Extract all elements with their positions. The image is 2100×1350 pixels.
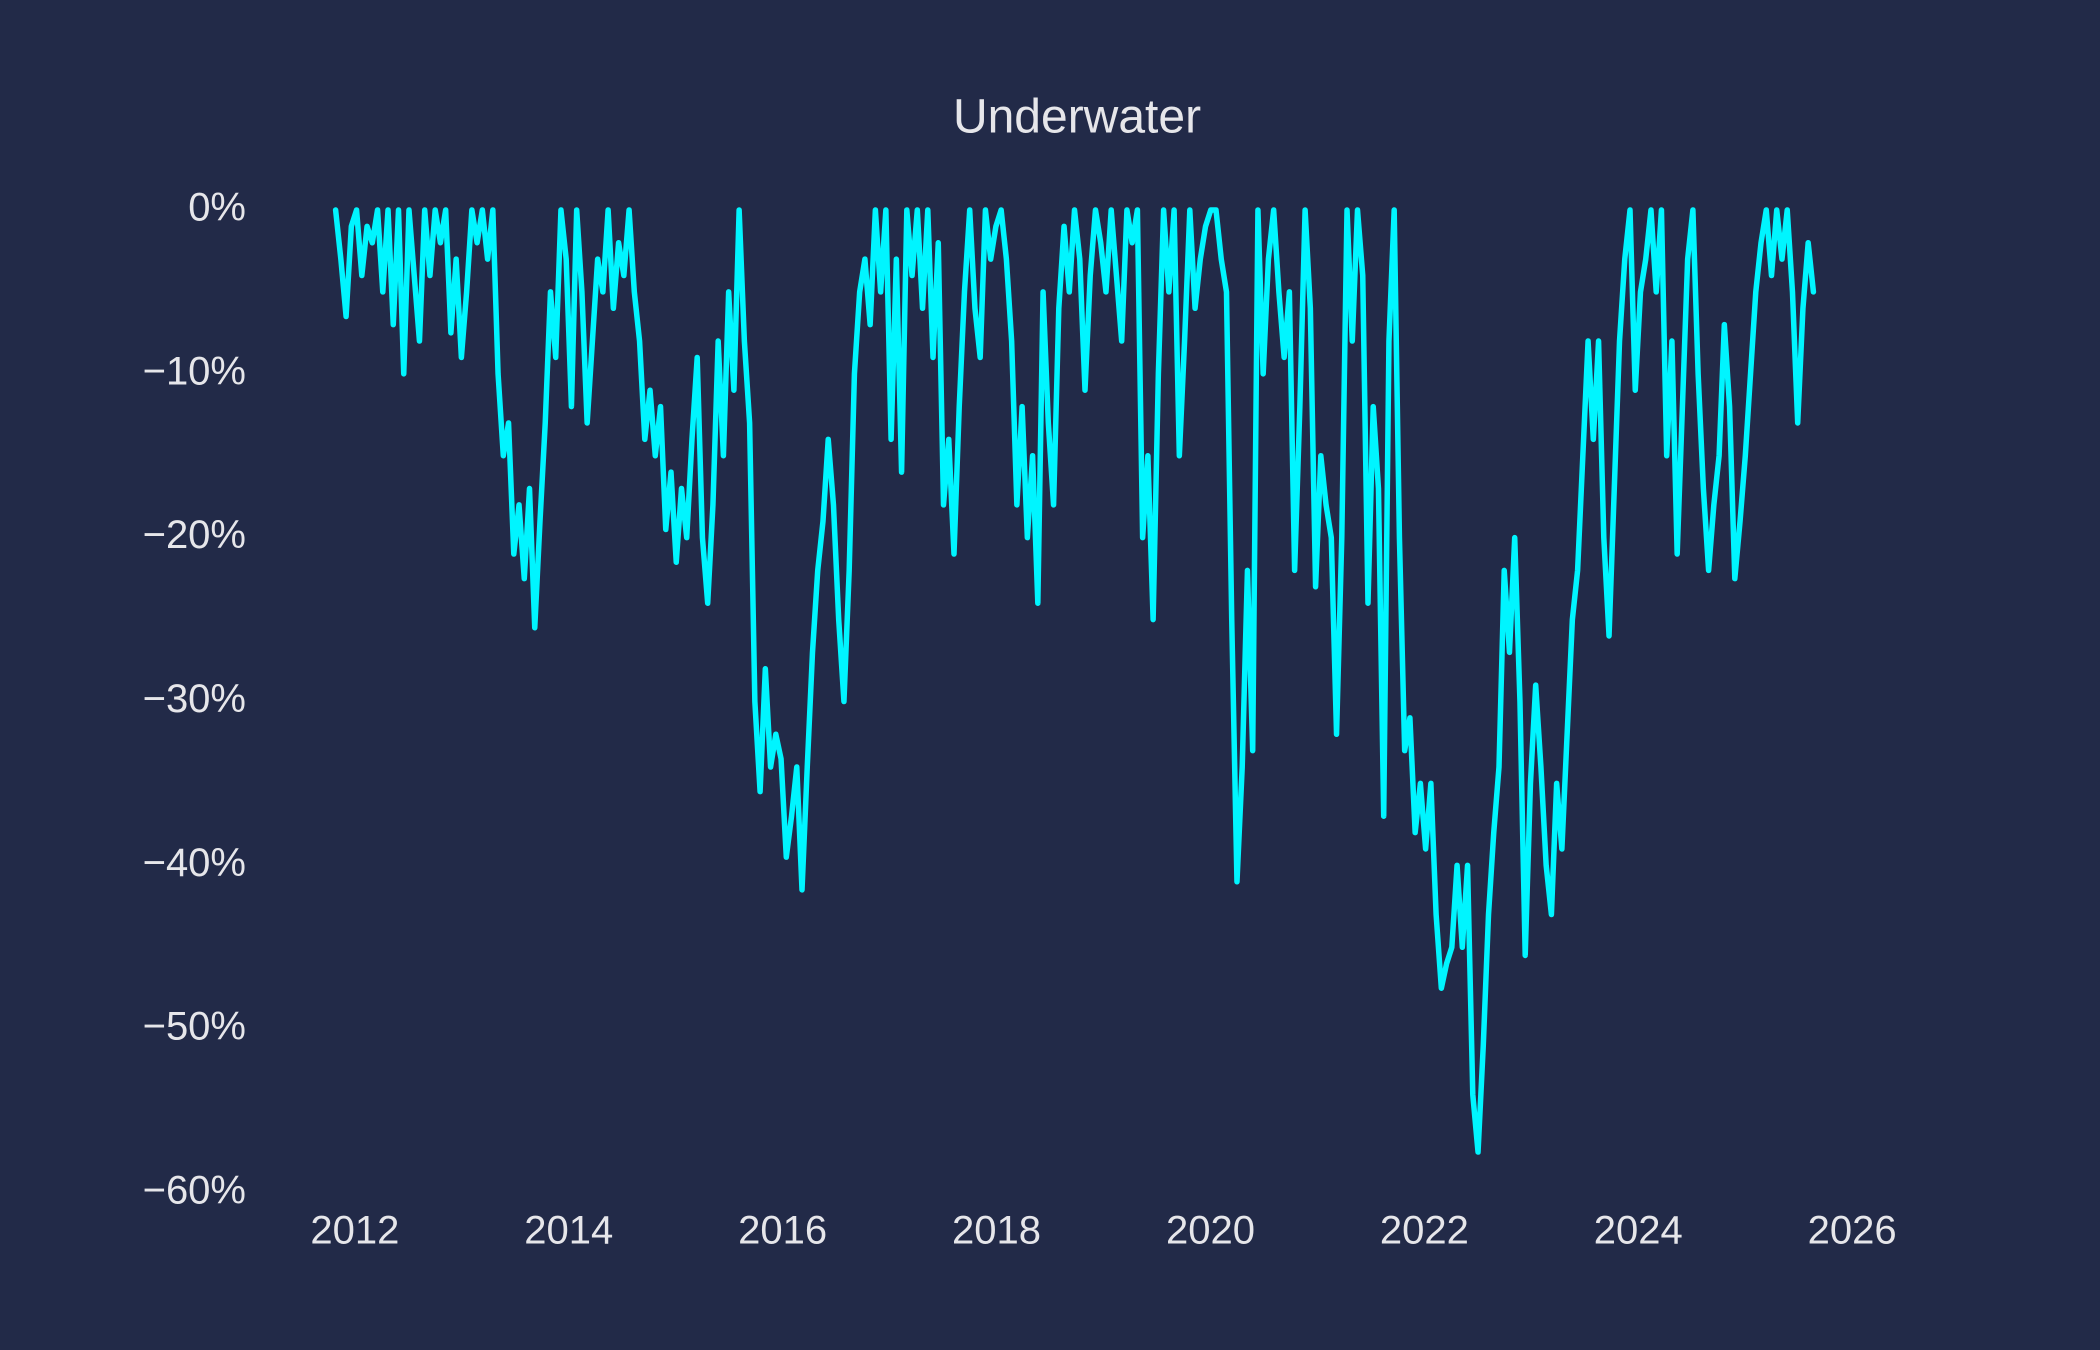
x-tick-label: 2020 xyxy=(1166,1209,1255,1253)
x-tick-label: 2012 xyxy=(310,1209,399,1253)
y-tick-label: −50% xyxy=(143,1005,246,1049)
x-tick-label: 2024 xyxy=(1594,1209,1683,1253)
x-tick-label: 2022 xyxy=(1380,1209,1469,1253)
y-tick-label: −10% xyxy=(143,349,246,393)
drawdown-line xyxy=(332,207,1817,1155)
y-tick-label: −40% xyxy=(143,841,246,885)
x-tick-label: 2026 xyxy=(1808,1209,1897,1253)
x-tick-label: 2016 xyxy=(738,1209,827,1253)
x-tick-label: 2014 xyxy=(524,1209,613,1253)
chart-title: Underwater xyxy=(953,91,1201,144)
y-tick-label: −20% xyxy=(143,513,246,557)
y-tick-label: −30% xyxy=(143,677,246,721)
y-tick-label: −60% xyxy=(143,1169,246,1213)
x-tick-label: 2018 xyxy=(952,1209,1041,1253)
y-tick-label: 0% xyxy=(188,186,246,230)
